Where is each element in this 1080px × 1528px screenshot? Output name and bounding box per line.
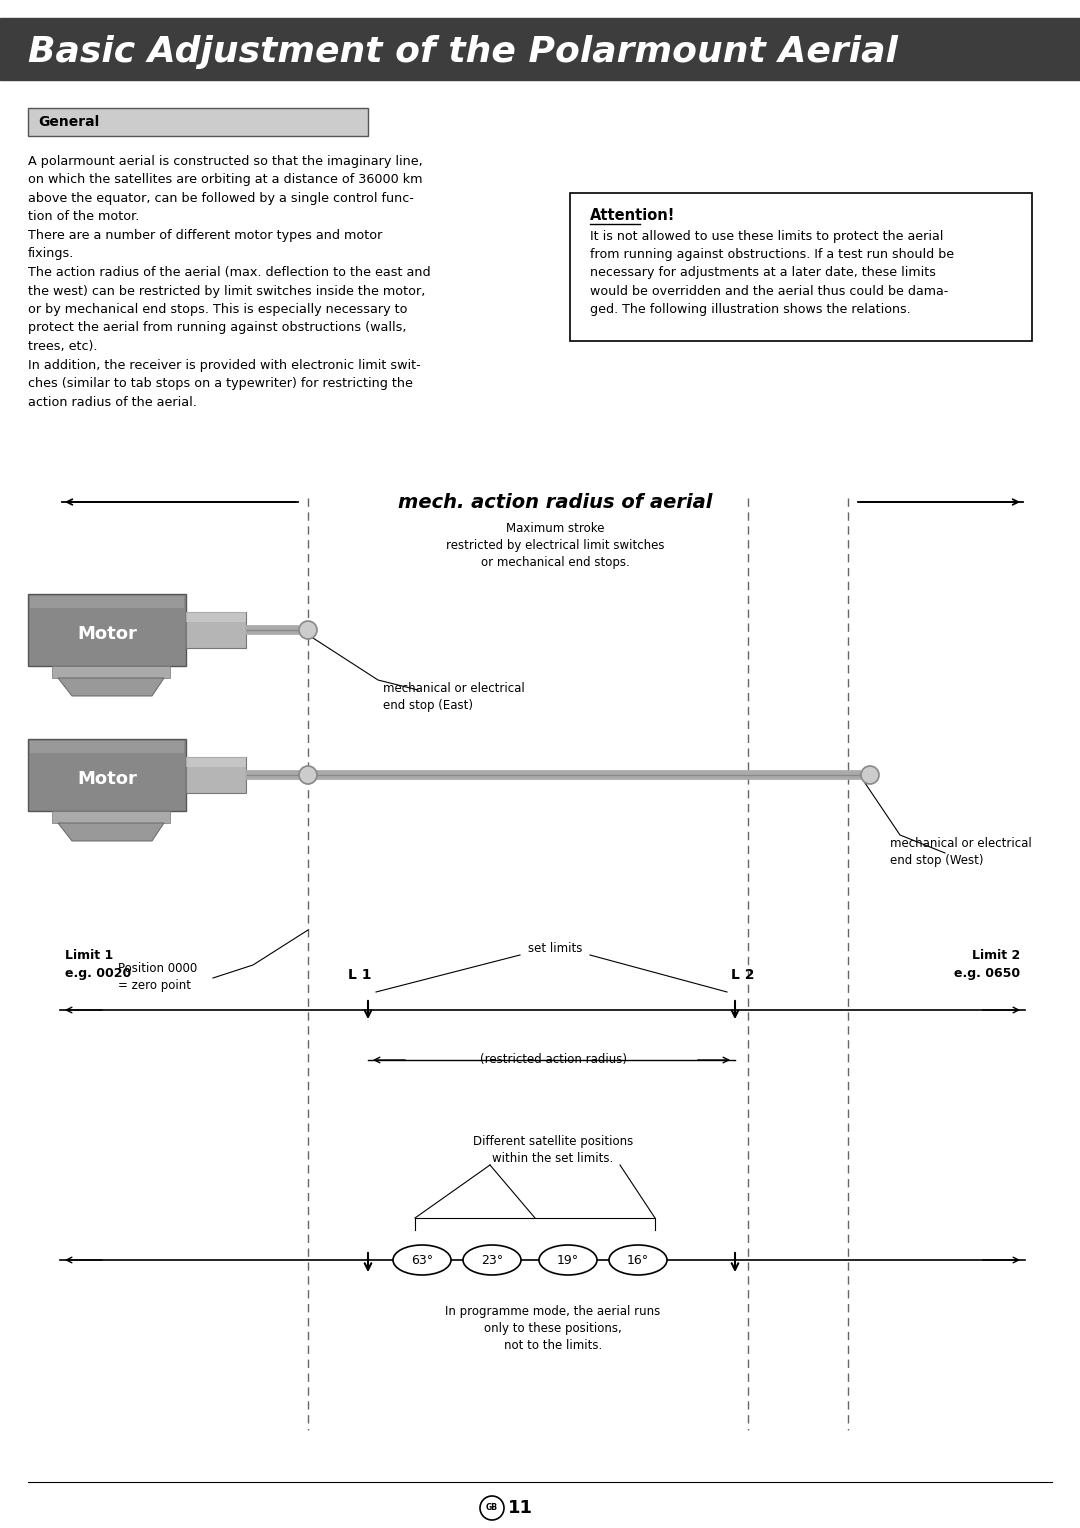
- Text: (restricted action radius): (restricted action radius): [480, 1053, 626, 1067]
- Polygon shape: [58, 824, 164, 840]
- Ellipse shape: [539, 1245, 597, 1274]
- Polygon shape: [58, 678, 164, 695]
- Text: 23°: 23°: [481, 1253, 503, 1267]
- Text: e.g. 0650: e.g. 0650: [954, 967, 1020, 979]
- Text: Different satellite positions
within the set limits.: Different satellite positions within the…: [473, 1135, 633, 1164]
- Text: Position 0000
= zero point: Position 0000 = zero point: [118, 963, 198, 992]
- Text: Attention!: Attention!: [590, 208, 675, 223]
- Text: It is not allowed to use these limits to protect the aerial
from running against: It is not allowed to use these limits to…: [590, 231, 954, 316]
- Text: e.g. 0020: e.g. 0020: [65, 967, 132, 979]
- Text: mech. action radius of aerial: mech. action radius of aerial: [397, 492, 712, 512]
- Text: Limit 2: Limit 2: [972, 949, 1020, 963]
- Bar: [186, 756, 246, 767]
- Circle shape: [299, 620, 318, 639]
- Bar: [186, 756, 246, 793]
- Text: In programme mode, the aerial runs
only to these positions,
not to the limits.: In programme mode, the aerial runs only …: [445, 1305, 661, 1352]
- Text: 63°: 63°: [410, 1253, 433, 1267]
- Text: L 2: L 2: [731, 969, 755, 983]
- Text: GB: GB: [486, 1504, 498, 1513]
- Text: set limits: set limits: [528, 941, 582, 955]
- Text: Motor: Motor: [77, 625, 137, 643]
- Text: Basic Adjustment of the Polarmount Aerial: Basic Adjustment of the Polarmount Aeria…: [28, 35, 897, 69]
- Bar: [28, 594, 186, 666]
- Text: Limit 1: Limit 1: [65, 949, 113, 963]
- Circle shape: [861, 766, 879, 784]
- Text: 19°: 19°: [557, 1253, 579, 1267]
- Text: 11: 11: [508, 1499, 534, 1517]
- Text: mechanical or electrical
end stop (East): mechanical or electrical end stop (East): [383, 681, 525, 712]
- Text: Maximum stroke
restricted by electrical limit switches
or mechanical end stops.: Maximum stroke restricted by electrical …: [446, 523, 664, 568]
- Text: A polarmount aerial is constructed so that the imaginary line,
on which the sate: A polarmount aerial is constructed so th…: [28, 154, 431, 408]
- Bar: [30, 741, 184, 753]
- Text: mechanical or electrical
end stop (West): mechanical or electrical end stop (West): [890, 837, 1031, 866]
- Text: Motor: Motor: [77, 770, 137, 788]
- Bar: [52, 666, 170, 678]
- Circle shape: [299, 766, 318, 784]
- Text: General: General: [38, 115, 99, 128]
- Ellipse shape: [463, 1245, 521, 1274]
- Circle shape: [480, 1496, 504, 1520]
- Bar: [570, 193, 1032, 341]
- Text: L 1: L 1: [348, 969, 372, 983]
- Bar: [186, 613, 246, 648]
- Text: 16°: 16°: [626, 1253, 649, 1267]
- Bar: [28, 108, 368, 136]
- Ellipse shape: [393, 1245, 451, 1274]
- Bar: [28, 740, 186, 811]
- Bar: [0, 18, 1080, 79]
- Bar: [30, 596, 184, 608]
- Ellipse shape: [609, 1245, 667, 1274]
- Bar: [186, 613, 246, 622]
- Bar: [52, 811, 170, 824]
